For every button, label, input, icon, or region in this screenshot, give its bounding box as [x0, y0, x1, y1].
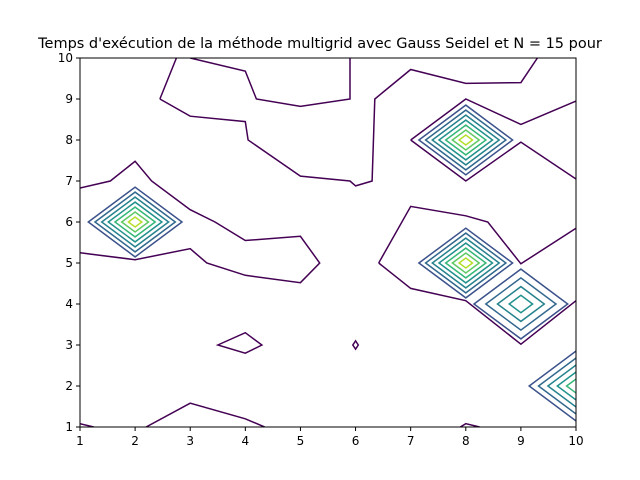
contour-line-top-left: [80, 160, 321, 284]
x-axis: 1 2 3 4 5 6 7 8 9 10: [76, 427, 584, 448]
peak-4-level-4: [565, 378, 576, 394]
peak-3-level-3: [507, 294, 534, 314]
peak-0-level-2: [100, 196, 170, 248]
y-axis: 1 2 3 4 5 6 7 8 9 10: [58, 51, 80, 434]
peak-4-level-1: [537, 357, 576, 415]
peak-1-level-6: [457, 134, 474, 146]
y-tick-label: 9: [65, 92, 73, 106]
peak-4-level-0: [527, 350, 576, 422]
y-tick-label: 8: [65, 133, 73, 147]
peak-1-level-1: [424, 109, 508, 171]
peak-0-level-6: [127, 216, 144, 228]
chart-title: Temps d'exécution de la méthode multigri…: [37, 36, 602, 52]
y-tick-label: 6: [65, 215, 73, 229]
peak-1-level-3: [437, 119, 494, 161]
y-tick-label: 7: [65, 174, 73, 188]
y-tick-label: 4: [65, 297, 73, 311]
contour-line-top-band-2: [190, 58, 351, 108]
peak-4-level-2: [546, 364, 576, 408]
peak-2-level-5: [451, 252, 481, 274]
peak-0-level-3: [107, 201, 164, 243]
x-tick-label: 2: [131, 434, 139, 448]
peak-3-level-1: [484, 276, 558, 332]
x-tick-label: 9: [517, 434, 525, 448]
peak-2-level-3: [437, 242, 494, 284]
x-tick-label: 10: [568, 434, 583, 448]
peak-2-level-6: [457, 257, 474, 269]
peak-2-level-0: [417, 227, 514, 299]
x-tick-label: 5: [297, 434, 305, 448]
contour-line-lower-right: [378, 205, 576, 265]
peak-2-level-4: [444, 247, 488, 279]
x-tick-label: 8: [462, 434, 470, 448]
peak-4-level-3: [556, 371, 576, 401]
peak-3-level-2: [496, 285, 546, 323]
peak-1-level-5: [451, 129, 481, 151]
peak-0-level-1: [93, 191, 177, 253]
peak-0-level-5: [120, 211, 150, 233]
y-tick-label: 2: [65, 379, 73, 393]
peak-3-level-0: [472, 268, 569, 340]
x-tick-label: 3: [186, 434, 194, 448]
contour-line-lower-right-2: [378, 262, 576, 346]
contour-line-right-upper: [410, 98, 576, 141]
contour-line-bottom-8: [459, 422, 480, 427]
contour-line-bottom-mid: [145, 402, 265, 427]
peak-2-level-2: [431, 237, 501, 289]
x-tick-label: 1: [76, 434, 84, 448]
contour-line-tiny-loop-4-3: [215, 331, 264, 355]
y-tick-label: 10: [58, 51, 73, 65]
contour-line-middle-band: [159, 58, 539, 187]
y-tick-label: 3: [65, 338, 73, 352]
plot-area: [80, 58, 576, 427]
plot-frame: [79, 57, 577, 428]
peak-2-level-1: [424, 232, 508, 294]
peak-0-level-0: [87, 186, 184, 258]
x-tick-label: 6: [352, 434, 360, 448]
y-tick-label: 1: [65, 420, 73, 434]
y-tick-label: 5: [65, 256, 73, 270]
contour-line-top-band: [159, 58, 178, 100]
contour-line-tiny-loop-6-3: [351, 339, 360, 351]
contour-line-right-mid: [410, 139, 576, 182]
x-tick-label: 7: [407, 434, 415, 448]
peak-1-level-0: [417, 104, 514, 176]
x-tick-label: 4: [242, 434, 250, 448]
peak-0-level-4: [113, 206, 157, 238]
contour-line-bottom-left: [80, 422, 94, 427]
peak-1-level-4: [444, 124, 488, 156]
peak-1-level-2: [431, 114, 501, 166]
